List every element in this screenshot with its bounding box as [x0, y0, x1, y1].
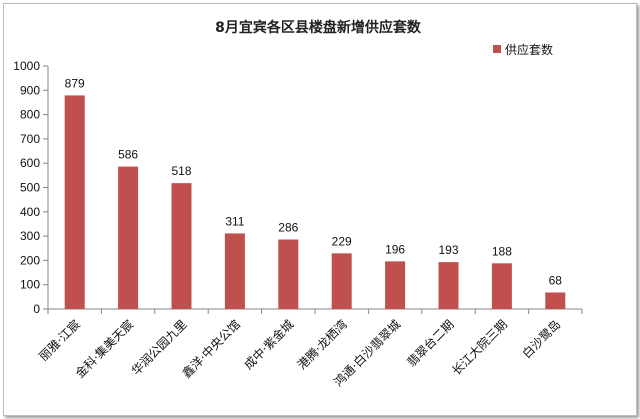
y-tick-label: 800 — [20, 108, 40, 122]
y-tick-label: 300 — [20, 229, 40, 243]
data-label: 879 — [65, 76, 85, 90]
y-tick-label: 600 — [20, 156, 40, 170]
bar — [331, 253, 352, 309]
legend-label: 供应套数 — [505, 42, 553, 57]
category-label: 成中·紫金城 — [241, 317, 297, 373]
category-label: 翡翠台二期 — [404, 317, 457, 370]
bar — [171, 183, 192, 309]
data-label: 229 — [332, 234, 352, 248]
chart-frame — [3, 3, 637, 416]
y-tick-label: 1000 — [13, 59, 40, 73]
bar — [491, 263, 512, 309]
bar — [278, 239, 299, 309]
bar — [385, 261, 406, 309]
y-tick-label: 100 — [20, 278, 40, 292]
category-labels: 丽雅·江宸金科·集美天宸华润公园九里鑫洋·中央公馆成中·紫金城港腾·龙栖湾鸿通·… — [36, 317, 564, 390]
data-label: 188 — [492, 244, 512, 258]
category-label: 长江大院三期 — [449, 317, 510, 378]
y-tick-label: 0 — [33, 302, 40, 316]
legend: 供应套数 — [493, 42, 553, 57]
y-tick-label: 700 — [20, 132, 40, 146]
data-label: 518 — [171, 164, 191, 178]
data-label: 193 — [438, 243, 458, 257]
category-label: 丽雅·江宸 — [36, 317, 83, 364]
bar — [224, 233, 245, 309]
data-label: 286 — [278, 221, 298, 235]
data-label: 196 — [385, 242, 405, 256]
bar — [118, 166, 139, 309]
bar — [545, 292, 566, 309]
data-label: 311 — [225, 214, 244, 228]
data-label: 586 — [118, 148, 138, 162]
y-tick-label: 900 — [20, 83, 40, 97]
category-label: 港腾·龙栖湾 — [294, 317, 350, 373]
data-labels: 879 586 518 311 286 229 196 193 188 68 — [65, 76, 563, 287]
legend-swatch — [493, 45, 501, 53]
chart-title: 8月宜宾各区县楼盘新增供应套数 — [215, 19, 422, 36]
y-tick-label: 400 — [20, 205, 40, 219]
data-label: 68 — [549, 273, 563, 287]
y-tick-label: 500 — [20, 181, 40, 195]
bar-series — [64, 95, 566, 309]
bar — [64, 95, 85, 309]
category-label: 白沙鹭岛 — [519, 317, 564, 362]
y-tick-label: 200 — [20, 253, 40, 267]
bar — [438, 262, 459, 309]
